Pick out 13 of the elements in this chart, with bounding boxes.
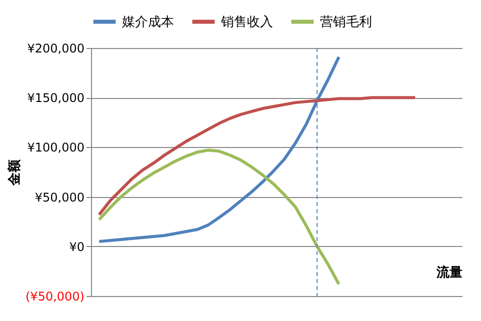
x-axis-title: 流量 bbox=[436, 264, 462, 280]
y-axis-title: 金额 bbox=[6, 158, 23, 186]
y-tick-label: (¥50,000) bbox=[26, 290, 84, 304]
legend-label: 营销毛利 bbox=[320, 14, 372, 30]
y-tick-label: ¥150,000 bbox=[27, 91, 84, 106]
line-series bbox=[98, 96, 417, 216]
line-series bbox=[98, 148, 340, 286]
legend-label: 销售收入 bbox=[220, 14, 273, 30]
y-tick-label: ¥0 bbox=[69, 240, 84, 254]
legend-label: 媒介成本 bbox=[122, 14, 174, 30]
y-tick-label: ¥200,000 bbox=[27, 42, 84, 56]
y-tick-label: ¥50,000 bbox=[34, 190, 84, 204]
y-tick-label: ¥100,000 bbox=[27, 140, 84, 155]
